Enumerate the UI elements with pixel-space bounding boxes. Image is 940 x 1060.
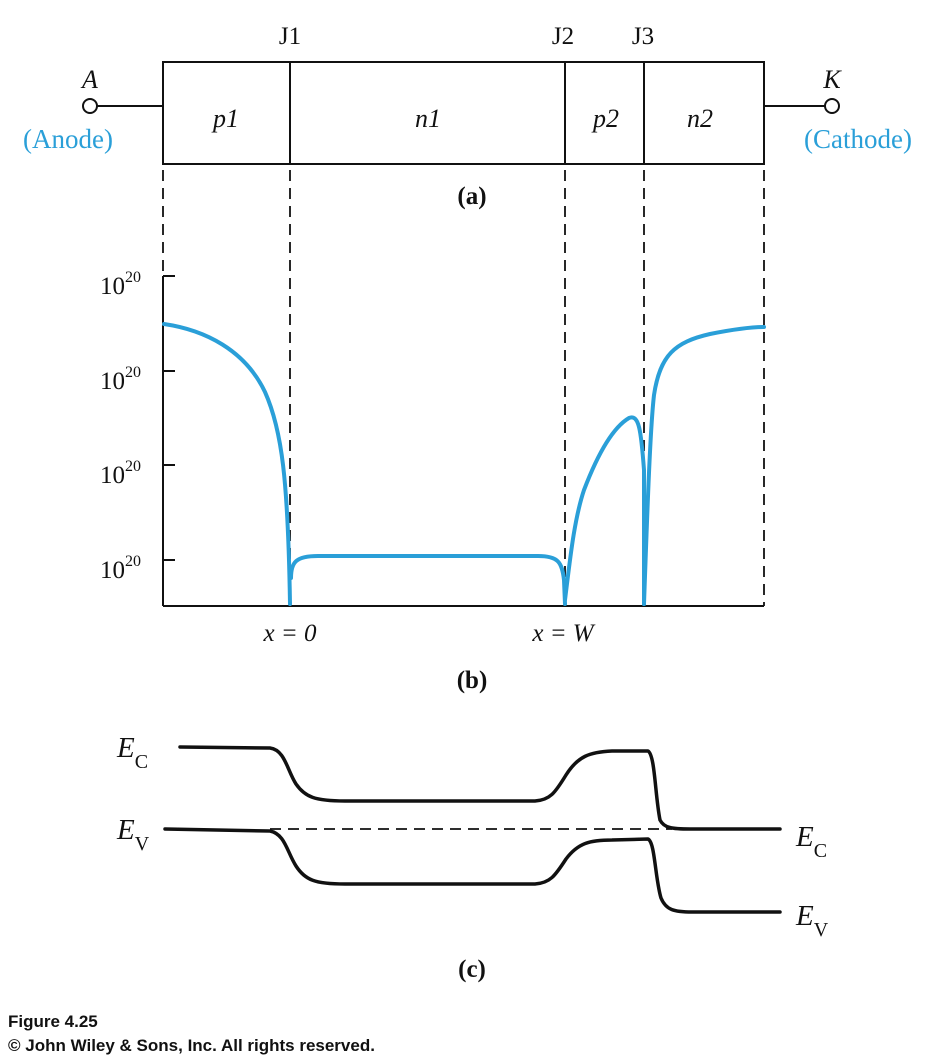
p2-region-curve bbox=[563, 415, 646, 606]
p1-region-curve bbox=[162, 322, 292, 606]
conduction-band-edge bbox=[178, 745, 782, 831]
panel-label-a: (a) bbox=[457, 183, 486, 210]
y-tick-label-1: 1020 bbox=[100, 269, 141, 300]
valence-band-edge bbox=[163, 827, 782, 914]
n1-region-curve bbox=[289, 554, 567, 606]
device-outline bbox=[162, 61, 765, 165]
dashed-guides bbox=[162, 170, 765, 606]
region-label-n2: n2 bbox=[687, 104, 713, 133]
device-structure: J1 J2 J3 p1 n1 p2 n2 A (Anode) K (Cathod… bbox=[23, 23, 912, 210]
region-label-p2: p2 bbox=[591, 104, 619, 133]
panel-label-c: (c) bbox=[458, 956, 486, 983]
cathode-letter: K bbox=[822, 65, 842, 94]
anode-terminal-circle bbox=[82, 98, 98, 114]
y-tick-label-4: 1020 bbox=[100, 553, 141, 584]
junction-label-j2: J2 bbox=[552, 23, 574, 50]
cathode-label: (Cathode) bbox=[804, 124, 912, 154]
junction-label-j1: J1 bbox=[279, 23, 301, 50]
region-label-p1: p1 bbox=[211, 104, 239, 133]
anode-label: (Anode) bbox=[23, 124, 113, 154]
junction-label-j3: J3 bbox=[632, 23, 654, 50]
copyright-notice: © John Wiley & Sons, Inc. All rights res… bbox=[8, 1036, 375, 1055]
right-ev-label: EV bbox=[795, 900, 829, 941]
left-ec-label: EC bbox=[116, 732, 148, 773]
band-diagram: EC EV EC EV (c) bbox=[116, 732, 829, 983]
figure-number: Figure 4.25 bbox=[8, 1012, 98, 1031]
left-ev-label: EV bbox=[116, 814, 150, 855]
region-label-n1: n1 bbox=[415, 104, 441, 133]
carrier-profile-plot: 1020 1020 1020 1020 x = 0 x = W (b) bbox=[100, 269, 766, 694]
x-label-xw: x = W bbox=[531, 620, 595, 647]
y-tick-label-2: 1020 bbox=[100, 364, 141, 395]
y-tick-label-3: 1020 bbox=[100, 458, 141, 489]
n2-region-curve bbox=[642, 325, 766, 606]
panel-label-b: (b) bbox=[457, 667, 488, 694]
x-label-x0: x = 0 bbox=[263, 620, 317, 647]
right-ec-label: EC bbox=[795, 821, 827, 862]
cathode-terminal-circle bbox=[824, 98, 840, 114]
anode-letter: A bbox=[80, 65, 98, 94]
